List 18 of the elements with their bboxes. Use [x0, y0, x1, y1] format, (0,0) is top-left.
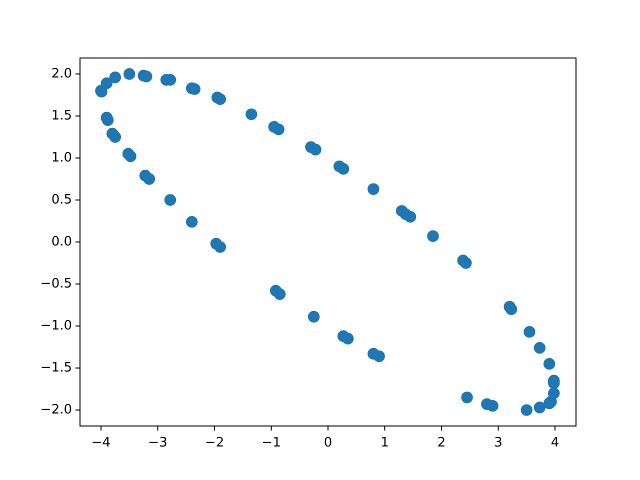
x-tick-label: −3 — [148, 436, 168, 451]
y-tick-label: −1.5 — [40, 360, 72, 376]
y-tick-label: −0.5 — [40, 276, 72, 292]
x-tick-label: −2 — [204, 436, 224, 451]
x-tick-label: 0 — [324, 436, 332, 451]
y-tick-label: −1.0 — [40, 318, 72, 334]
y-tick-label: 0.5 — [51, 192, 72, 208]
x-tick-label: 3 — [494, 436, 502, 451]
x-tick-label: −1 — [262, 436, 281, 451]
x-tick-label: 2 — [437, 436, 446, 451]
x-tick-label: 4 — [550, 436, 560, 451]
x-tick-label: 1 — [380, 436, 389, 451]
x-tick-label: −4 — [91, 436, 111, 451]
y-tick-label: 1.0 — [51, 150, 72, 166]
y-tick-label: 1.5 — [51, 108, 72, 124]
y-tick-label: 2.0 — [51, 66, 72, 82]
y-tick-label: 0.0 — [51, 234, 72, 250]
y-tick-label: −2.0 — [40, 402, 72, 418]
